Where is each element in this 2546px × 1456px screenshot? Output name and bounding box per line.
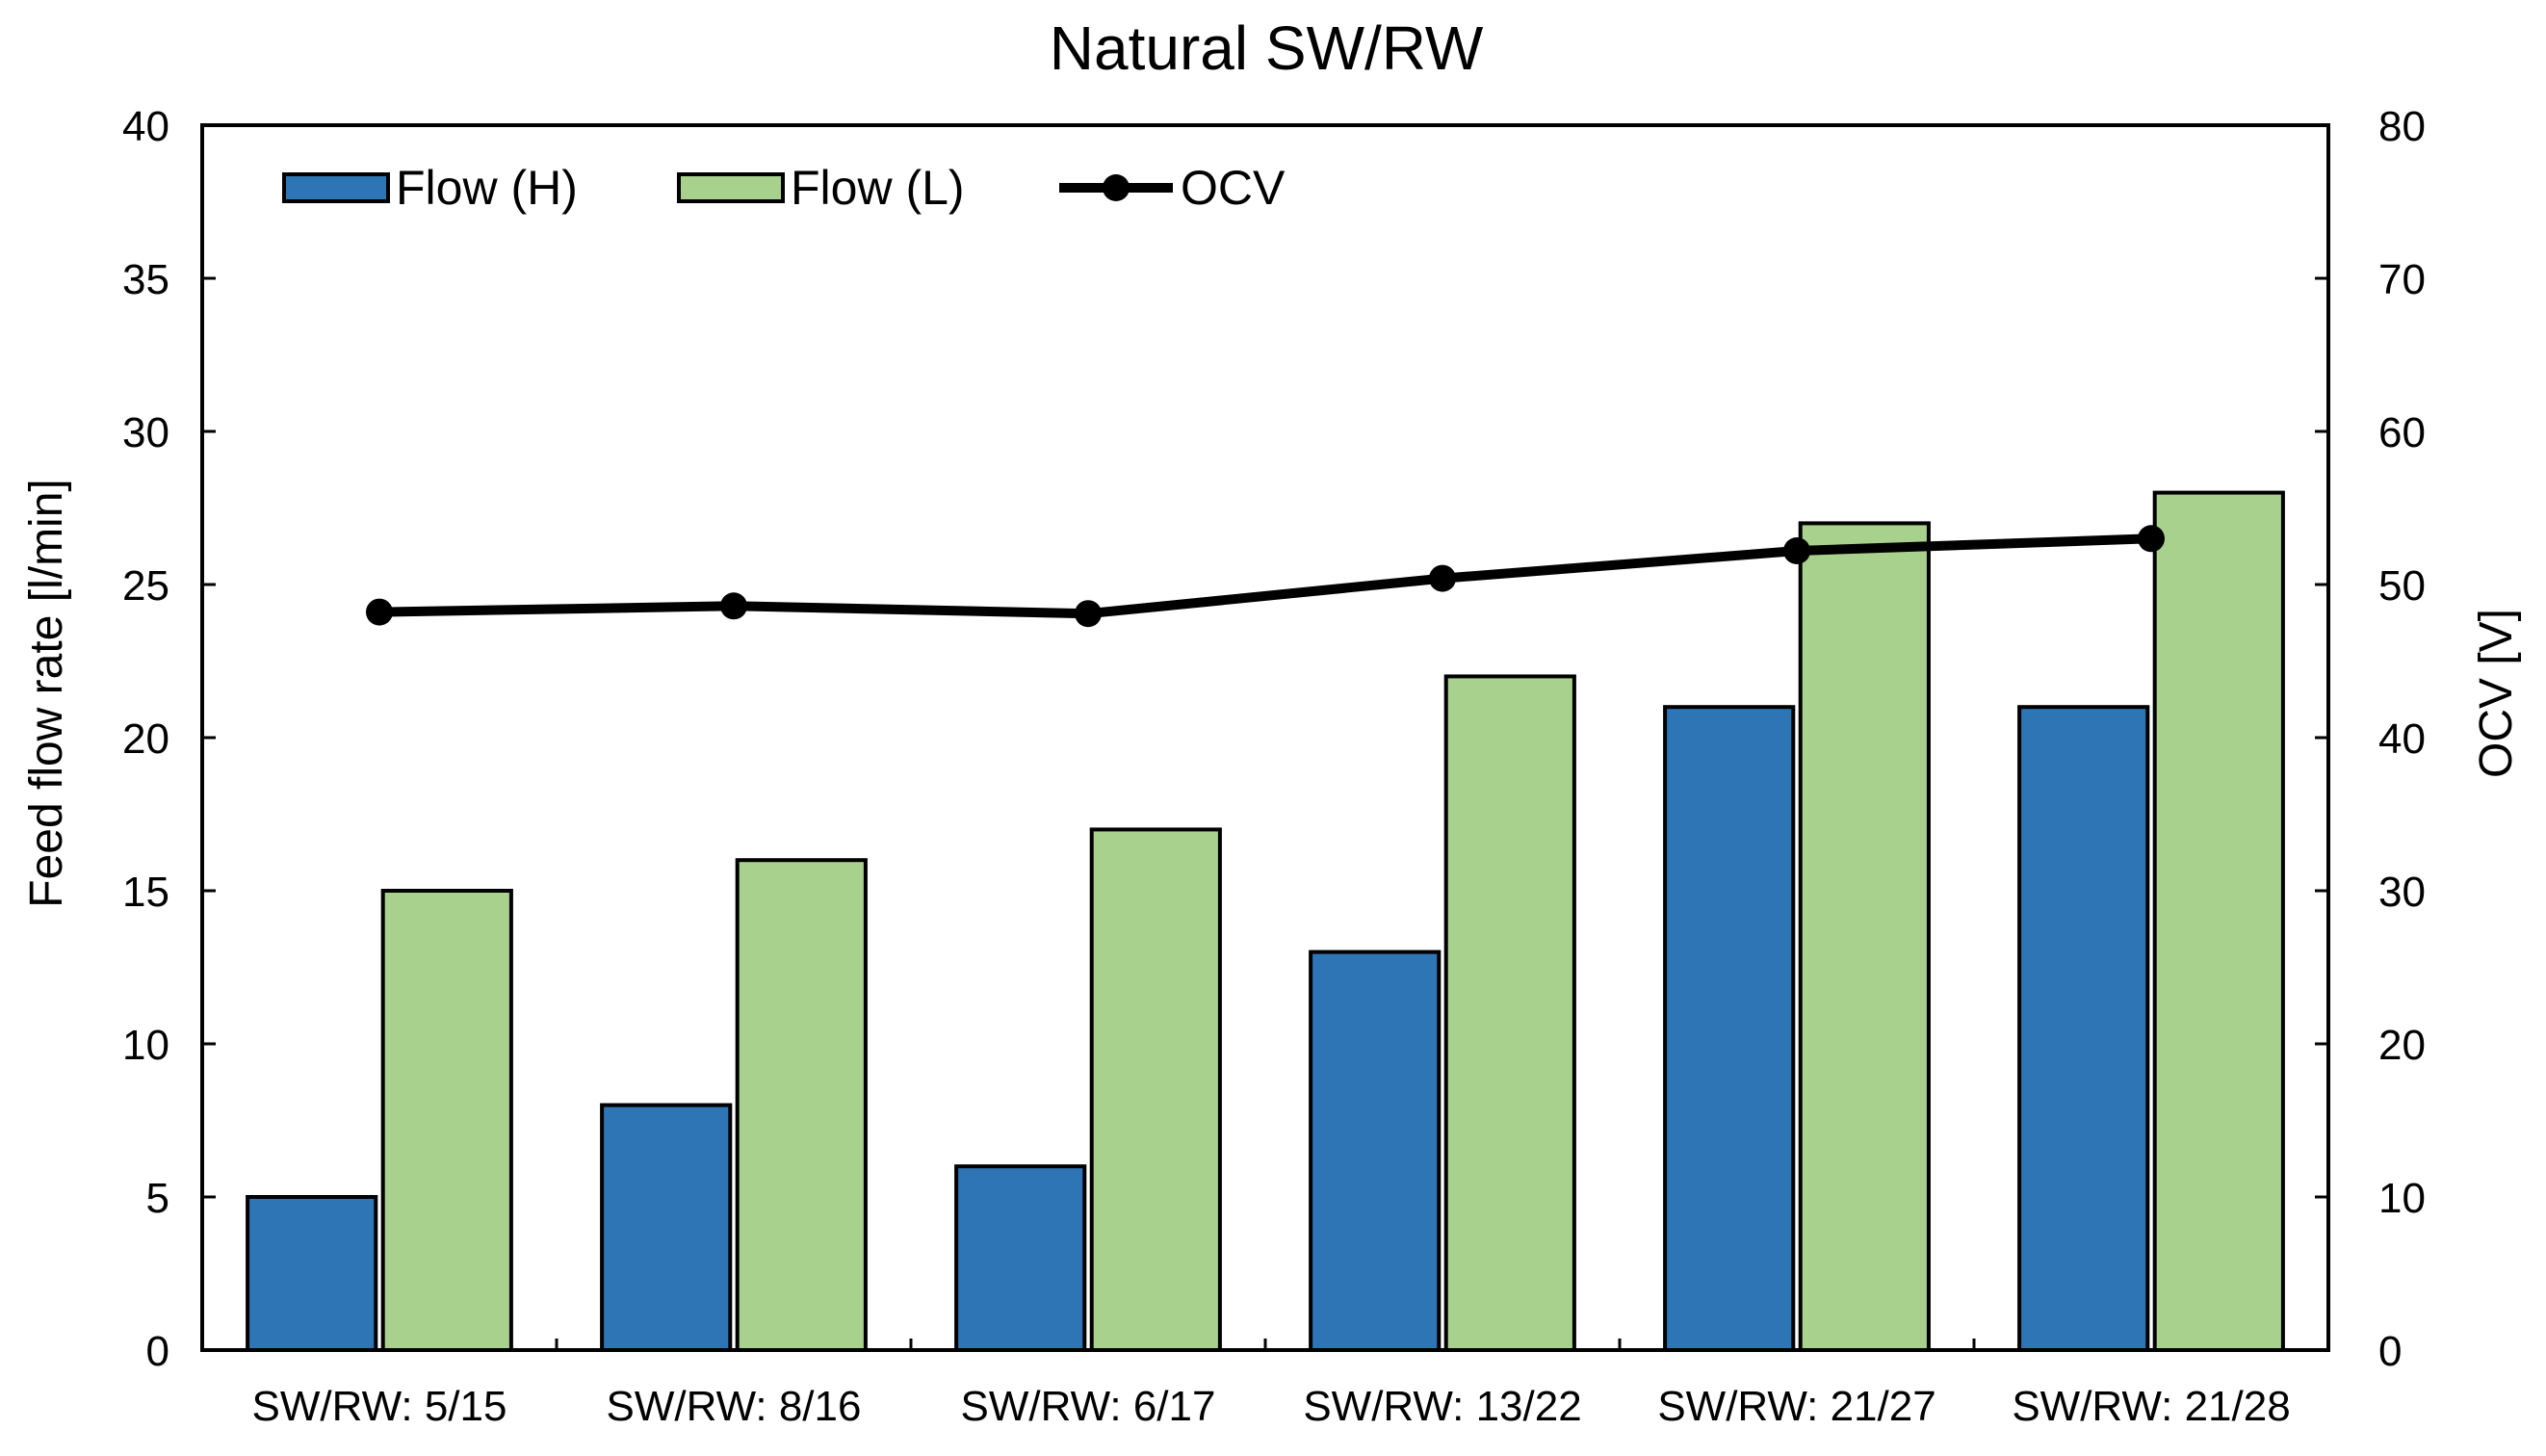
y-tick-label: 20: [122, 715, 169, 763]
ocv-point-0: [366, 598, 393, 626]
y2-tick-label: 60: [2378, 409, 2426, 456]
y-axis-title: Feed flow rate [l/min]: [21, 479, 72, 908]
legend-flow-h-label: Flow (H): [396, 161, 578, 215]
bar-flow-h-4: [1663, 705, 1796, 1352]
ocv-line: [378, 533, 2152, 619]
ocv-point-5: [2138, 525, 2165, 553]
bar-flow-h-0: [246, 1195, 378, 1352]
ticks-layer: SW/RW: 5/15 SW/RW: 8/16 SW/RW: 6/17 SW/RW: …: [122, 103, 2426, 1430]
y2-tick-label: 10: [2378, 1175, 2426, 1222]
bar-flow-l-3: [1443, 674, 1576, 1352]
x-tick-label: SW/RW: 5/15: [252, 1383, 507, 1430]
y-tick-label: 10: [122, 1022, 169, 1069]
x-tick-label: SW/RW: 13/22: [1303, 1383, 1581, 1430]
legend-flow-l-label: Flow (L): [791, 161, 965, 215]
y-tick-label: 40: [122, 103, 169, 150]
y-tick-label: 30: [122, 409, 169, 456]
y2-axis-title: OCV [V]: [2471, 609, 2522, 778]
legend-flow-h-swatch: [282, 172, 390, 203]
bar-flow-h-3: [1309, 949, 1442, 1352]
legend: Flow (H) Flow (L) OCV: [282, 161, 1286, 215]
ocv-point-4: [1783, 537, 1810, 564]
bar-flow-l-1: [735, 858, 868, 1352]
bar-flow-h-5: [2017, 705, 2150, 1352]
ocv-point-3: [1429, 564, 1456, 592]
y2-tick-label: 40: [2378, 715, 2426, 763]
x-tick-label: SW/RW: 21/28: [2012, 1383, 2290, 1430]
bar-flow-l-5: [2152, 490, 2285, 1353]
x-tick-label: SW/RW: 8/16: [607, 1383, 862, 1430]
x-tick-label: SW/RW: 21/27: [1657, 1383, 1935, 1430]
bar-flow-l-2: [1089, 827, 1222, 1352]
legend-flow-l-swatch: [677, 172, 785, 203]
bars-layer: [246, 490, 2285, 1353]
ocv-point-1: [720, 592, 747, 620]
x-tick-label: SW/RW: 6/17: [961, 1383, 1216, 1430]
ocv-point-2: [1075, 600, 1102, 628]
chart-title: Natural SW/RW: [1050, 13, 1484, 83]
legend-ocv-label: OCV: [1181, 161, 1286, 215]
ocv-line-layer: [366, 525, 2165, 628]
y2-tick-label: 0: [2378, 1328, 2402, 1375]
y-tick-label: 0: [146, 1328, 169, 1375]
axes-layer: [200, 123, 2330, 1352]
y2-tick-label: 30: [2378, 869, 2426, 916]
bar-flow-l-0: [380, 889, 513, 1352]
bar-flow-h-2: [954, 1164, 1087, 1352]
y2-tick-label: 20: [2378, 1022, 2426, 1069]
bar-flow-l-4: [1798, 521, 1931, 1352]
y-tick-label: 15: [122, 869, 169, 916]
bar-flow-h-1: [600, 1103, 733, 1352]
legend-ocv-marker: [1103, 174, 1130, 201]
y2-tick-label: 70: [2378, 256, 2426, 303]
y2-tick-label: 50: [2378, 562, 2426, 610]
y-tick-label: 25: [122, 562, 169, 610]
y-tick-label: 5: [146, 1175, 169, 1222]
y-tick-label: 35: [122, 256, 169, 303]
y2-tick-label: 80: [2378, 103, 2426, 150]
